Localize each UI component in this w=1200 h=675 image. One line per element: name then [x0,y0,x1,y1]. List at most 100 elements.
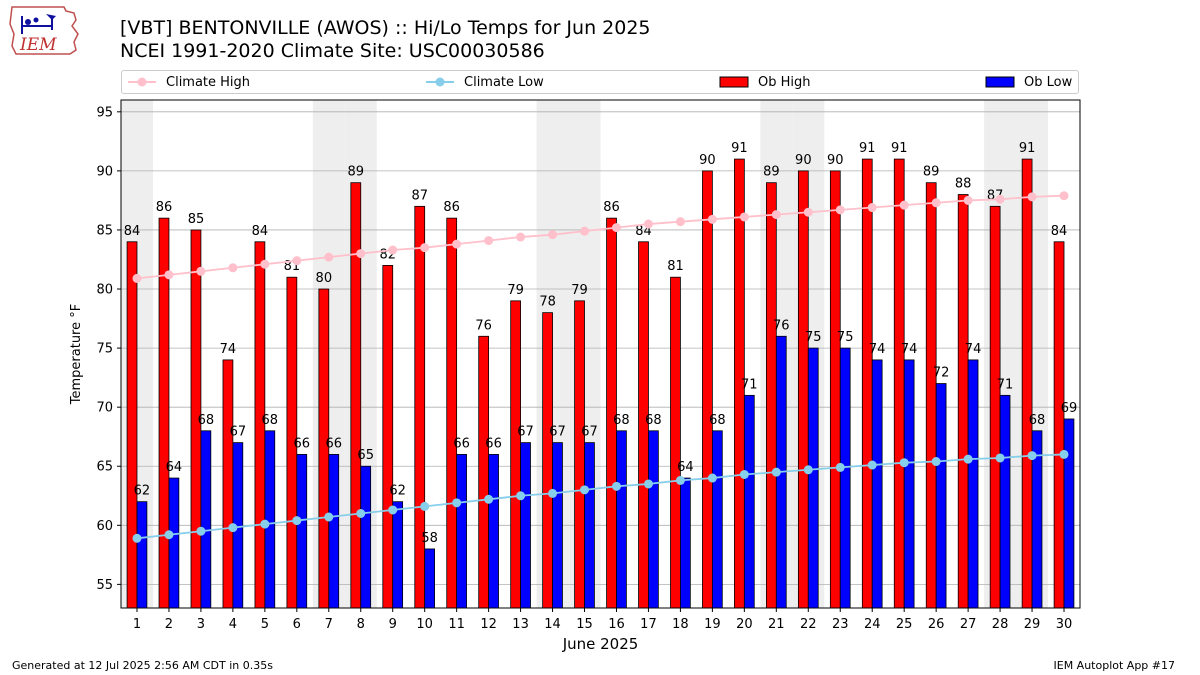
ob-high-value-label: 86 [443,200,460,215]
ob-high-value-label: 91 [1019,141,1036,156]
climate-low-point [580,485,590,495]
ob-low-value-label: 71 [997,377,1014,392]
climate-high-point [324,252,334,262]
ob-high-bar [766,182,777,609]
iem-logo: IEM [9,6,79,55]
ob-high-swatch-icon [719,76,749,88]
climate-low-point [292,516,302,526]
climate-high-point [228,263,238,273]
ob-low-value-label: 75 [837,330,854,345]
climate-low-point [388,505,398,515]
climate-low-point [867,460,877,470]
climate-high-point [707,214,717,224]
ob-low-bar [328,454,340,609]
climate-high-point [675,217,685,227]
x-tick-label: 10 [416,617,433,632]
ob-high-bar [797,170,809,609]
climate-low-point [516,491,526,501]
legend-ob-high: Ob High [718,74,811,90]
climate-high-line-icon [128,77,156,87]
climate-high-point [420,243,430,253]
climate-high-point [356,249,366,259]
y-axis-label: Temperature °F [69,304,84,405]
ob-high-bar [542,312,553,609]
ob-low-value-label: 74 [869,342,886,357]
ob-high-value-label: 90 [699,153,716,168]
climate-high-point [643,219,653,229]
ob-low-value-label: 58 [421,531,438,546]
ob-high-value-label: 89 [763,165,780,180]
ob-high-bar [1053,241,1065,609]
x-tick-label: 24 [864,617,881,632]
climate-high-point [484,236,494,246]
climate-low-point [643,479,653,489]
climate-high-point [963,195,973,205]
ob-high-value-label: 81 [667,259,684,274]
climate-high-line [136,194,1065,280]
ob-high-bar [574,300,585,609]
y-tick-label: 70 [96,401,113,416]
climate-low-point [995,453,1005,463]
ob-low-bar [296,454,308,609]
climate-low-point [963,454,973,464]
climate-high-point [867,203,877,213]
ob-low-bar [520,442,531,609]
ob-high-bar [478,335,490,609]
ob-low-bar [424,548,435,609]
y-tick-label: 95 [96,105,113,120]
legend: Climate High Climate Low Ob High Ob Low [121,70,1079,94]
climate-high-point [292,256,302,266]
ob-high-value-label: 88 [955,177,972,192]
ob-high-value-label: 76 [475,318,492,333]
ob-high-value-label: 90 [827,153,844,168]
ob-low-value-label: 66 [485,436,502,451]
climate-low-point [1027,451,1037,461]
ob-low-value-label: 74 [965,342,982,357]
ob-low-value-label: 62 [389,484,406,499]
ob-low-bar [743,394,755,609]
ob-low-bar [136,501,148,609]
climate-low-line-icon [426,77,454,87]
ob-high-value-label: 87 [411,188,428,203]
ob-low-value-label: 68 [645,413,662,428]
ob-low-value-label: 65 [357,448,374,463]
x-tick-label: 12 [480,617,497,632]
ob-low-value-label: 68 [613,413,630,428]
ob-high-bar [382,264,394,609]
x-tick-label: 5 [261,617,269,632]
chart-subtitle: NCEI 1991-2020 Climate Site: USC00030586 [120,40,545,62]
ob-low-bar [839,347,851,609]
climate-high-point [548,230,558,240]
footer-app: IEM Autoplot App #17 [1053,659,1176,672]
ob-low-bar [360,465,372,609]
x-tick-label: 9 [389,617,397,632]
ob-low-value-label: 62 [134,484,151,499]
y-tick-label: 60 [96,519,113,534]
climate-low-point [675,475,685,485]
ob-high-value-label: 91 [891,141,908,156]
climate-high-point [931,198,941,208]
climate-high-point [835,205,845,215]
ob-high-value-label: 85 [188,212,205,227]
x-tick-label: 1 [133,617,141,632]
ob-low-bar [903,359,915,609]
ob-high-bar [414,205,426,609]
x-tick-label: 6 [293,617,301,632]
x-tick-label: 22 [800,617,817,632]
x-tick-label: 8 [357,617,365,632]
ob-high-value-label: 84 [124,224,141,239]
climate-high-point [164,270,174,280]
ob-low-value-label: 68 [262,413,279,428]
ob-high-value-label: 79 [507,283,524,298]
climate-high-point [803,207,813,217]
ob-low-value-label: 68 [198,413,215,428]
climate-low-point [835,462,845,472]
legend-ob-low: Ob Low [984,74,1072,90]
ob-low-value-label: 75 [805,330,822,345]
legend-ob-high-label: Ob High [758,74,811,90]
ob-high-bar [1021,158,1033,609]
y-tick-label: 75 [96,342,113,357]
ob-high-value-label: 90 [795,153,812,168]
climate-low-point [132,533,142,543]
